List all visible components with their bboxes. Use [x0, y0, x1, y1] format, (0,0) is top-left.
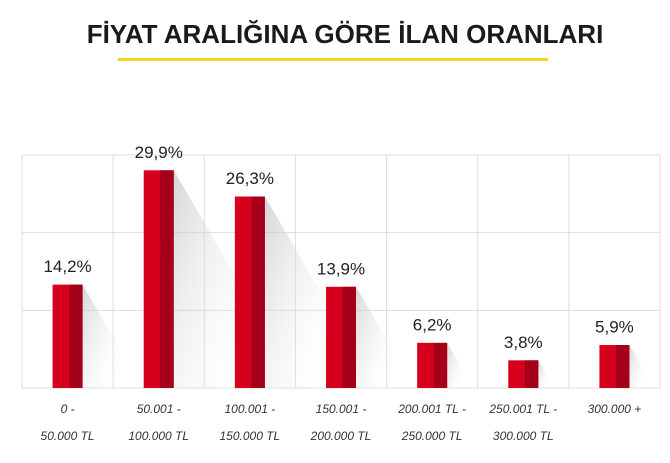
value-label: 29,9% — [135, 143, 183, 162]
x-tick-label: 250.000 TL — [401, 429, 463, 443]
x-tick-label: 200.000 TL — [310, 429, 372, 443]
bar-shadow — [538, 360, 548, 388]
x-tick-label: 50.000 TL — [41, 429, 95, 443]
x-tick-label: 200.001 TL - — [397, 402, 466, 416]
bar-shadow — [173, 170, 250, 388]
bar-side — [69, 284, 83, 388]
value-label: 3,8% — [504, 333, 543, 352]
bar-shadow — [82, 284, 119, 388]
title-underline — [118, 58, 548, 61]
x-tick-label: 300.000 + — [588, 402, 642, 416]
x-tick-label: 150.000 TL — [219, 429, 280, 443]
x-tick-label: 50.001 - — [137, 402, 181, 416]
x-tick-label: 100.001 - — [224, 402, 275, 416]
bar-side — [615, 345, 630, 388]
chart-title: FİYAT ARALIĞINA GÖRE İLAN ORANLARI — [87, 19, 604, 49]
bar-side — [251, 196, 265, 388]
value-label: 6,2% — [413, 315, 452, 334]
x-tick-label: 300.000 TL — [493, 429, 554, 443]
bar-shadow — [356, 286, 392, 388]
bar-side — [160, 170, 174, 388]
x-tick-label: 150.001 - — [316, 402, 367, 416]
bar-side — [433, 342, 448, 388]
x-tick-label: 100.000 TL — [128, 429, 189, 443]
bar-shadow — [629, 345, 645, 388]
value-label: 14,2% — [43, 257, 91, 276]
bar-side — [342, 286, 356, 388]
bar-shadow — [264, 196, 332, 388]
bar-shadow — [447, 342, 463, 388]
bar-side — [524, 360, 539, 388]
x-tick-label: 250.001 TL - — [488, 402, 557, 416]
value-label: 13,9% — [317, 259, 365, 278]
value-label: 26,3% — [226, 169, 274, 188]
value-label: 5,9% — [595, 318, 634, 337]
x-tick-label: 0 - — [61, 402, 75, 416]
